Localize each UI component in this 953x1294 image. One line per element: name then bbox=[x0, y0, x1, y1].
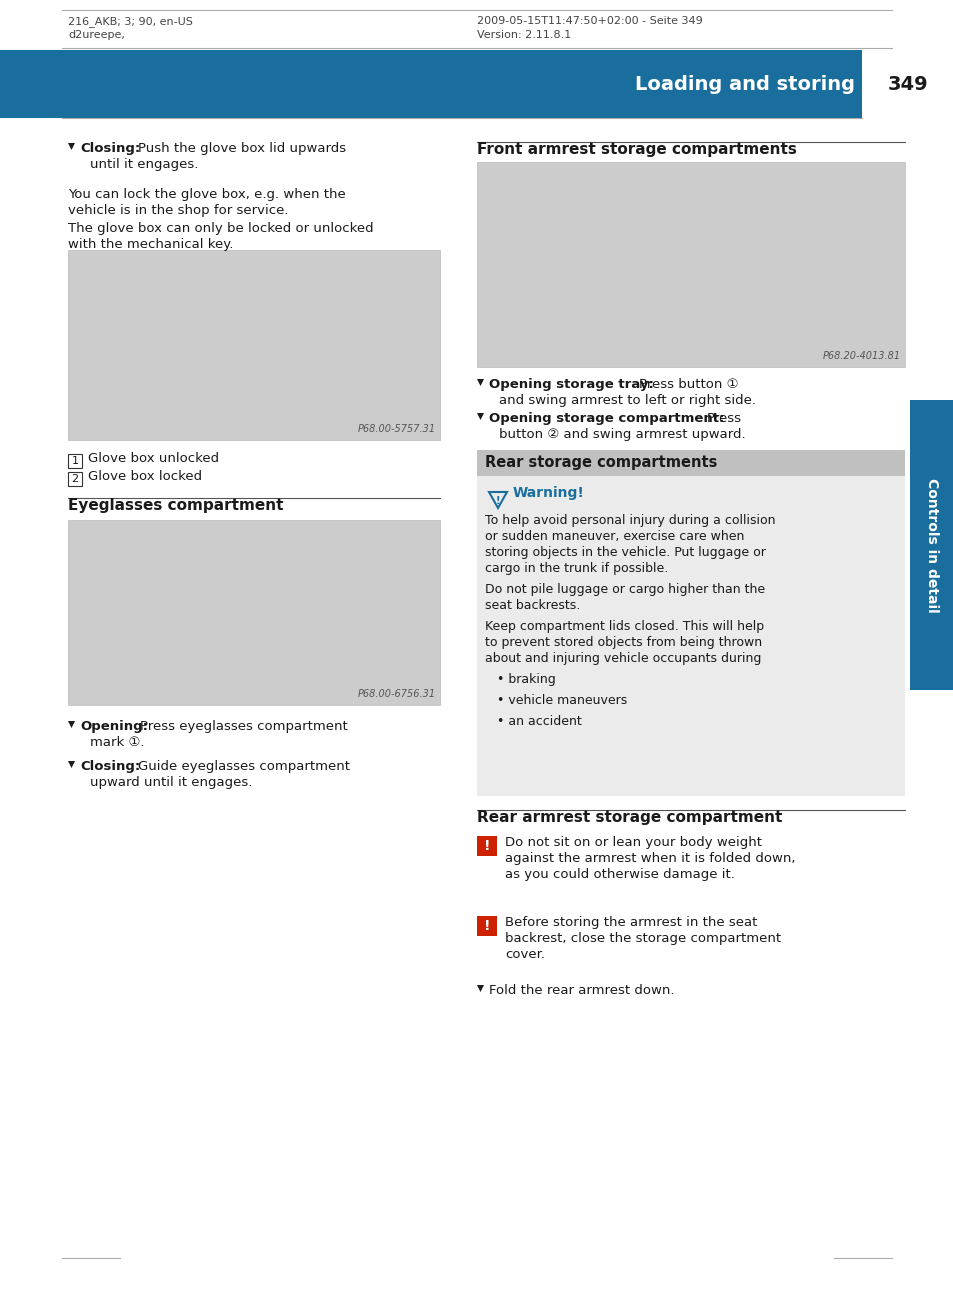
Text: !: ! bbox=[483, 839, 490, 853]
Text: with the mechanical key.: with the mechanical key. bbox=[68, 238, 233, 251]
Text: Warning!: Warning! bbox=[513, 487, 584, 499]
Text: to prevent stored objects from being thrown: to prevent stored objects from being thr… bbox=[484, 635, 761, 650]
Text: Closing:: Closing: bbox=[80, 142, 140, 155]
Text: The glove box can only be locked or unlocked: The glove box can only be locked or unlo… bbox=[68, 223, 374, 236]
Text: Fold the rear armrest down.: Fold the rear armrest down. bbox=[489, 983, 674, 996]
Text: backrest, close the storage compartment: backrest, close the storage compartment bbox=[504, 932, 781, 945]
Text: Guide eyeglasses compartment: Guide eyeglasses compartment bbox=[138, 760, 350, 773]
Text: Rear armrest storage compartment: Rear armrest storage compartment bbox=[476, 810, 781, 826]
Text: Press eyeglasses compartment: Press eyeglasses compartment bbox=[140, 719, 348, 732]
Text: • vehicle maneuvers: • vehicle maneuvers bbox=[497, 694, 626, 707]
Text: 349: 349 bbox=[886, 75, 927, 93]
Text: Front armrest storage compartments: Front armrest storage compartments bbox=[476, 142, 796, 157]
Text: Opening:: Opening: bbox=[80, 719, 148, 732]
Text: cover.: cover. bbox=[504, 949, 544, 961]
Text: Controls in detail: Controls in detail bbox=[924, 477, 938, 612]
Text: P68.00-6756.31: P68.00-6756.31 bbox=[357, 688, 436, 699]
Polygon shape bbox=[476, 413, 483, 421]
Text: Glove box locked: Glove box locked bbox=[88, 470, 202, 483]
Text: Rear storage compartments: Rear storage compartments bbox=[484, 455, 717, 471]
FancyBboxPatch shape bbox=[862, 50, 953, 118]
Text: !: ! bbox=[483, 919, 490, 933]
Text: storing objects in the vehicle. Put luggage or: storing objects in the vehicle. Put lugg… bbox=[484, 546, 765, 559]
Text: 2: 2 bbox=[71, 474, 78, 484]
Text: mark ①.: mark ①. bbox=[90, 736, 144, 749]
Polygon shape bbox=[476, 985, 483, 992]
Text: Push the glove box lid upwards: Push the glove box lid upwards bbox=[138, 142, 346, 155]
Text: 2009-05-15T11:47:50+02:00 - Seite 349: 2009-05-15T11:47:50+02:00 - Seite 349 bbox=[476, 16, 702, 26]
Polygon shape bbox=[68, 144, 75, 150]
Text: about and injuring vehicle occupants during: about and injuring vehicle occupants dur… bbox=[484, 652, 760, 665]
Text: Closing:: Closing: bbox=[80, 760, 140, 773]
Text: Eyeglasses compartment: Eyeglasses compartment bbox=[68, 498, 283, 512]
Text: • an accident: • an accident bbox=[497, 716, 581, 729]
Polygon shape bbox=[476, 379, 483, 386]
FancyBboxPatch shape bbox=[0, 50, 953, 118]
Text: Press button ①: Press button ① bbox=[639, 378, 738, 391]
FancyBboxPatch shape bbox=[476, 836, 497, 857]
Text: You can lock the glove box, e.g. when the: You can lock the glove box, e.g. when th… bbox=[68, 188, 345, 201]
Text: Opening storage tray:: Opening storage tray: bbox=[489, 378, 653, 391]
Text: and swing armrest to left or right side.: and swing armrest to left or right side. bbox=[498, 393, 755, 408]
Text: upward until it engages.: upward until it engages. bbox=[90, 776, 253, 789]
FancyBboxPatch shape bbox=[68, 454, 82, 468]
FancyBboxPatch shape bbox=[476, 916, 497, 936]
FancyBboxPatch shape bbox=[68, 520, 439, 705]
Text: Loading and storing: Loading and storing bbox=[635, 75, 854, 93]
FancyBboxPatch shape bbox=[476, 450, 904, 476]
Text: 216_AKB; 3; 90, en-US: 216_AKB; 3; 90, en-US bbox=[68, 16, 193, 27]
FancyBboxPatch shape bbox=[68, 250, 439, 440]
Text: • braking: • braking bbox=[497, 673, 556, 686]
Text: Keep compartment lids closed. This will help: Keep compartment lids closed. This will … bbox=[484, 620, 763, 633]
Text: Opening storage compartment:: Opening storage compartment: bbox=[489, 411, 723, 424]
Polygon shape bbox=[68, 761, 75, 769]
Text: 1: 1 bbox=[71, 455, 78, 466]
FancyBboxPatch shape bbox=[909, 400, 953, 690]
FancyBboxPatch shape bbox=[476, 476, 904, 796]
Text: or sudden maneuver, exercise care when: or sudden maneuver, exercise care when bbox=[484, 531, 743, 543]
Text: d2ureepe,: d2ureepe, bbox=[68, 30, 125, 40]
Text: !: ! bbox=[496, 496, 499, 506]
Text: until it engages.: until it engages. bbox=[90, 158, 198, 171]
Text: To help avoid personal injury during a collision: To help avoid personal injury during a c… bbox=[484, 514, 775, 527]
Text: Glove box unlocked: Glove box unlocked bbox=[88, 452, 219, 465]
Text: Before storing the armrest in the seat: Before storing the armrest in the seat bbox=[504, 916, 757, 929]
Text: Press: Press bbox=[706, 411, 741, 424]
Polygon shape bbox=[68, 721, 75, 729]
Text: seat backrests.: seat backrests. bbox=[484, 599, 579, 612]
Text: Do not sit on or lean your body weight: Do not sit on or lean your body weight bbox=[504, 836, 761, 849]
FancyBboxPatch shape bbox=[68, 472, 82, 487]
FancyBboxPatch shape bbox=[476, 162, 904, 367]
Text: vehicle is in the shop for service.: vehicle is in the shop for service. bbox=[68, 204, 288, 217]
Text: Version: 2.11.8.1: Version: 2.11.8.1 bbox=[476, 30, 571, 40]
Text: against the armrest when it is folded down,: against the armrest when it is folded do… bbox=[504, 851, 795, 864]
Text: P68.00-5757.31: P68.00-5757.31 bbox=[357, 424, 436, 433]
Text: cargo in the trunk if possible.: cargo in the trunk if possible. bbox=[484, 562, 667, 575]
Text: P68.20-4013.81: P68.20-4013.81 bbox=[822, 351, 900, 361]
Text: button ② and swing armrest upward.: button ② and swing armrest upward. bbox=[498, 428, 745, 441]
Text: as you could otherwise damage it.: as you could otherwise damage it. bbox=[504, 868, 734, 881]
Text: Do not pile luggage or cargo higher than the: Do not pile luggage or cargo higher than… bbox=[484, 584, 764, 597]
